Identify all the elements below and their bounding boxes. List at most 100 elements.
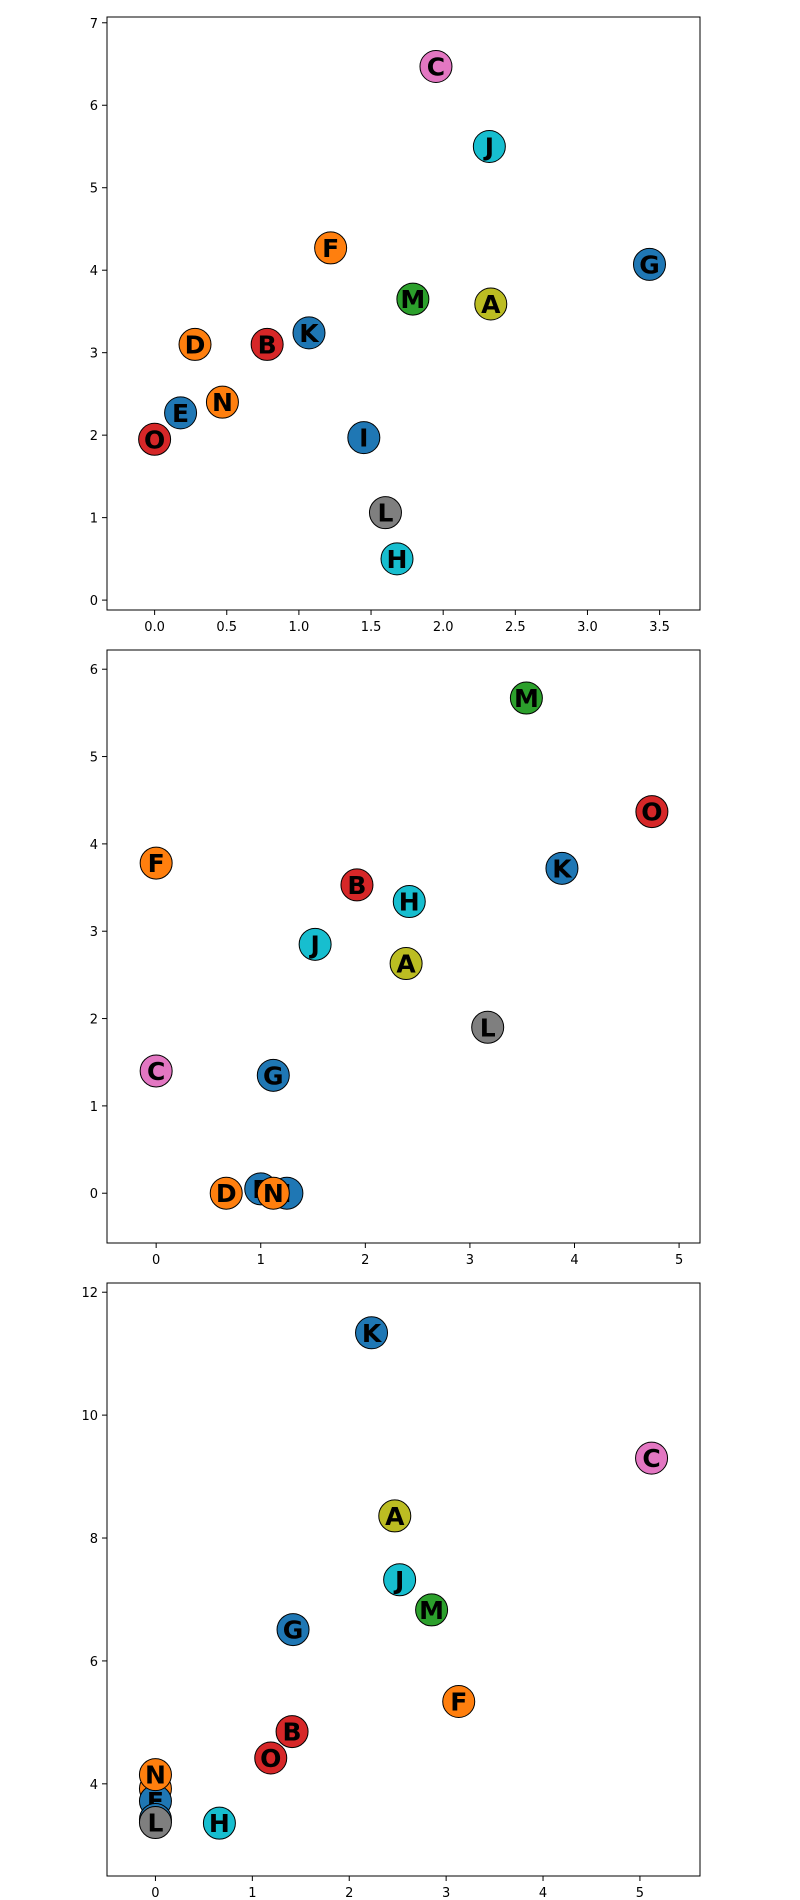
point-label: L — [480, 1013, 496, 1042]
point-label: N — [212, 388, 233, 417]
point-label: D — [185, 330, 206, 359]
x-tick-label: 2.5 — [505, 620, 526, 635]
point-marker — [209, 1176, 243, 1210]
y-tick-label: 0 — [90, 594, 98, 609]
point-marker — [256, 1176, 290, 1210]
point-marker — [138, 1806, 172, 1840]
point-marker — [292, 316, 326, 350]
point-marker — [415, 1593, 449, 1627]
point-label: I — [359, 424, 368, 453]
point-marker — [250, 327, 284, 361]
point-marker — [471, 1010, 505, 1044]
data-point-m: M — [396, 282, 430, 316]
point-label: K — [299, 319, 320, 348]
point-label: J — [483, 132, 494, 161]
y-tick-label: 1 — [90, 512, 98, 527]
data-point-h: H — [380, 542, 414, 576]
x-tick-label: 1 — [248, 1886, 256, 1900]
x-tick-label: 1.5 — [361, 620, 382, 635]
x-tick-label: 4 — [539, 1886, 547, 1900]
x-tick-label: 1.0 — [289, 620, 310, 635]
point-marker — [368, 496, 402, 530]
point-label: G — [639, 250, 660, 279]
data-point-e: E — [164, 396, 198, 430]
x-tick-label: 0 — [151, 1886, 159, 1900]
y-tick-label: 2 — [90, 1013, 98, 1028]
point-label: C — [427, 52, 445, 81]
data-point-a: A — [474, 287, 508, 321]
data-point-k: K — [355, 1316, 389, 1350]
point-marker — [383, 1563, 417, 1597]
y-tick-label: 6 — [90, 1655, 98, 1670]
data-point-l: L — [368, 496, 402, 530]
point-label: K — [362, 1319, 383, 1348]
point-marker — [355, 1316, 389, 1350]
point-label: E — [172, 399, 189, 428]
point-label: J — [393, 1566, 404, 1595]
point-marker — [635, 1441, 669, 1475]
y-tick-label: 12 — [81, 1286, 98, 1301]
data-point-l: L — [471, 1010, 505, 1044]
x-tick-label: 3.5 — [649, 620, 670, 635]
point-marker — [509, 681, 543, 715]
point-marker — [138, 1758, 172, 1792]
point-marker — [275, 1715, 309, 1749]
data-point-h: H — [392, 885, 426, 919]
x-tick-label: 3.0 — [577, 620, 598, 635]
x-tick-label: 5 — [675, 1253, 683, 1268]
point-label: O — [641, 798, 662, 827]
y-tick-label: 7 — [90, 17, 98, 32]
data-point-k: K — [545, 851, 579, 885]
point-marker — [276, 1613, 310, 1647]
data-point-i: I — [347, 421, 381, 455]
data-point-n: N — [138, 1758, 172, 1792]
y-tick-label: 4 — [90, 1778, 98, 1793]
point-marker — [545, 851, 579, 885]
point-label: C — [642, 1444, 660, 1473]
data-point-g: G — [633, 247, 667, 281]
y-tick-label: 4 — [90, 264, 98, 279]
point-label: H — [387, 545, 408, 574]
point-label: O — [144, 425, 165, 454]
data-point-j: J — [383, 1563, 417, 1597]
data-point-c: C — [635, 1441, 669, 1475]
data-point-a: A — [378, 1499, 412, 1533]
point-marker — [205, 385, 239, 419]
y-tick-label: 3 — [90, 347, 98, 362]
data-point-c: C — [419, 49, 453, 83]
x-tick-label: 0 — [152, 1253, 160, 1268]
point-label: F — [148, 849, 165, 878]
point-marker — [178, 327, 212, 361]
point-label: G — [263, 1061, 284, 1090]
point-label: F — [322, 234, 339, 263]
x-tick-label: 3 — [442, 1886, 450, 1900]
point-marker — [378, 1499, 412, 1533]
data-point-m: M — [415, 1593, 449, 1627]
y-tick-label: 10 — [81, 1409, 98, 1424]
data-point-b: B — [275, 1715, 309, 1749]
data-point-j: J — [472, 129, 506, 163]
y-tick-label: 8 — [90, 1532, 98, 1547]
point-marker — [474, 287, 508, 321]
point-marker — [340, 868, 374, 902]
point-marker — [419, 49, 453, 83]
y-tick-label: 1 — [90, 1100, 98, 1115]
point-marker — [389, 947, 423, 981]
point-marker — [380, 542, 414, 576]
x-tick-label: 2.0 — [433, 620, 454, 635]
point-label: H — [209, 1809, 230, 1838]
x-tick-label: 5 — [636, 1886, 644, 1900]
point-label: B — [283, 1718, 302, 1747]
y-tick-label: 6 — [90, 99, 98, 114]
x-tick-label: 4 — [570, 1253, 578, 1268]
data-point-f: F — [139, 846, 173, 880]
point-marker — [164, 396, 198, 430]
point-label: M — [514, 684, 539, 713]
x-tick-label: 1 — [257, 1253, 265, 1268]
y-tick-label: 4 — [90, 838, 98, 853]
point-label: L — [377, 499, 393, 528]
point-label: A — [481, 290, 501, 319]
data-point-g: G — [276, 1613, 310, 1647]
axes-frame — [106, 1282, 701, 1877]
point-label: B — [347, 871, 366, 900]
